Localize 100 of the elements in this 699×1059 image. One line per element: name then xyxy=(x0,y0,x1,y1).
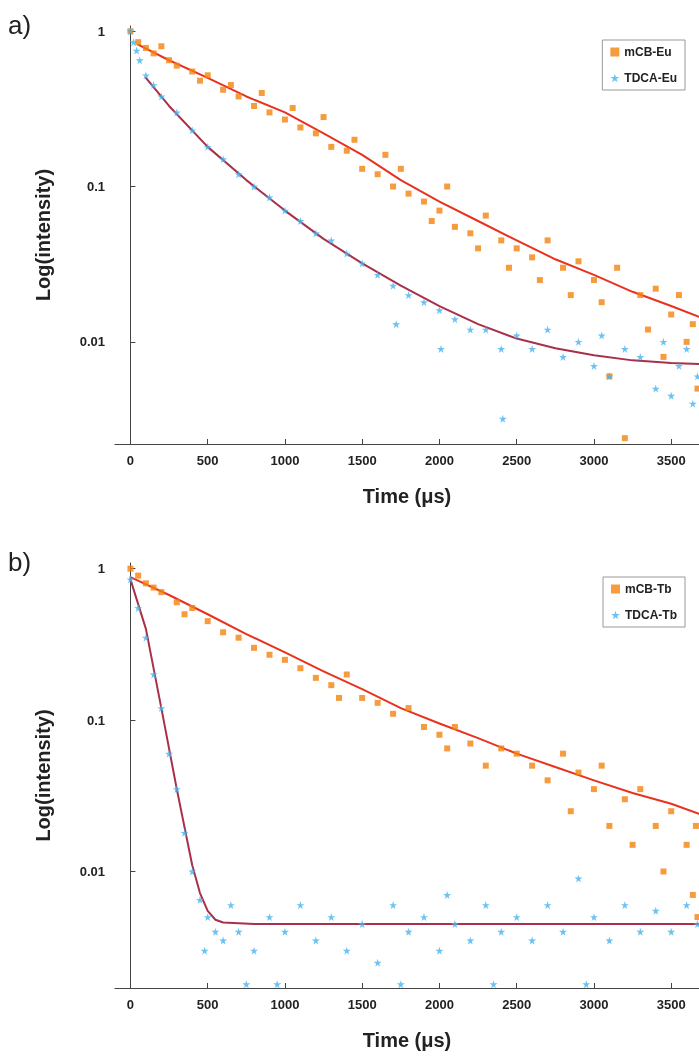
point xyxy=(620,901,629,910)
x-tick-label: 2000 xyxy=(424,453,454,468)
x-tick-label: 0 xyxy=(126,453,135,468)
point xyxy=(373,270,382,279)
point xyxy=(226,901,235,910)
point xyxy=(219,155,228,164)
point xyxy=(327,236,336,245)
point xyxy=(636,352,645,361)
y-tick-label: 0.1 xyxy=(86,179,105,195)
point xyxy=(172,108,181,117)
point xyxy=(404,291,413,300)
point xyxy=(129,38,138,47)
point xyxy=(574,874,583,883)
point xyxy=(636,927,645,936)
point xyxy=(296,216,305,225)
point xyxy=(389,901,398,910)
legend-label: TDCA-Tb xyxy=(625,608,677,622)
point xyxy=(528,344,537,353)
point xyxy=(498,745,505,752)
point xyxy=(598,762,605,769)
point xyxy=(589,361,598,370)
point xyxy=(189,604,196,611)
x-tick-label: 3500 xyxy=(656,997,686,1012)
point xyxy=(342,946,351,955)
legend-label: mCB-Tb xyxy=(625,582,672,596)
point xyxy=(513,750,520,757)
point xyxy=(404,927,413,936)
point xyxy=(134,603,143,612)
point xyxy=(575,769,582,776)
point xyxy=(660,868,667,875)
point xyxy=(328,682,335,689)
point xyxy=(343,671,350,678)
y-axis-title: Log(intensity) xyxy=(32,168,54,302)
point xyxy=(135,572,142,579)
point xyxy=(203,913,212,922)
point xyxy=(374,699,381,706)
point xyxy=(158,589,165,596)
point xyxy=(141,633,150,642)
point xyxy=(396,980,405,989)
x-tick-label: 2500 xyxy=(502,997,532,1012)
point xyxy=(280,927,289,936)
point xyxy=(211,927,220,936)
point xyxy=(544,777,551,784)
point xyxy=(281,656,288,663)
point xyxy=(559,927,568,936)
point xyxy=(203,142,212,151)
point xyxy=(436,344,445,353)
point xyxy=(420,724,427,730)
point xyxy=(157,704,166,713)
point xyxy=(674,361,683,370)
point xyxy=(273,980,282,989)
point xyxy=(512,913,521,922)
point xyxy=(543,901,552,910)
point xyxy=(498,414,507,423)
point xyxy=(435,306,444,315)
x-tick-label: 1000 xyxy=(270,997,300,1012)
point xyxy=(242,980,251,989)
y-tick-label: 1 xyxy=(97,23,105,39)
x-axis-title: Time (μs) xyxy=(362,485,452,507)
point xyxy=(489,980,498,989)
point xyxy=(359,694,366,701)
point xyxy=(220,629,227,636)
point xyxy=(390,710,397,717)
point xyxy=(280,206,289,215)
point xyxy=(582,980,591,989)
x-tick-label: 3500 xyxy=(656,453,686,468)
point xyxy=(419,913,428,922)
point xyxy=(451,724,458,730)
point xyxy=(620,344,629,353)
point xyxy=(234,170,243,179)
point xyxy=(126,575,135,584)
point xyxy=(637,786,644,793)
point xyxy=(266,651,273,658)
point xyxy=(560,750,567,757)
point xyxy=(358,919,367,928)
point xyxy=(688,399,697,408)
point xyxy=(311,229,320,238)
point xyxy=(172,785,181,794)
point xyxy=(405,705,412,712)
point xyxy=(135,56,144,65)
x-tick-label: 2500 xyxy=(502,453,532,468)
x-tick-label: 1000 xyxy=(270,453,300,468)
x-tick-label: 500 xyxy=(196,997,219,1012)
point xyxy=(567,808,574,815)
point xyxy=(683,841,690,848)
point xyxy=(149,81,158,90)
point xyxy=(444,745,451,752)
point xyxy=(589,913,598,922)
x-tick-label: 1500 xyxy=(347,997,377,1012)
point xyxy=(358,259,367,268)
point xyxy=(667,927,676,936)
point xyxy=(651,384,660,393)
y-tick-label: 1 xyxy=(97,561,105,577)
point xyxy=(467,740,474,747)
point xyxy=(250,182,259,191)
point xyxy=(251,644,258,651)
point xyxy=(590,786,597,793)
point xyxy=(235,634,242,641)
text: a) xyxy=(8,10,32,40)
point xyxy=(342,249,351,258)
